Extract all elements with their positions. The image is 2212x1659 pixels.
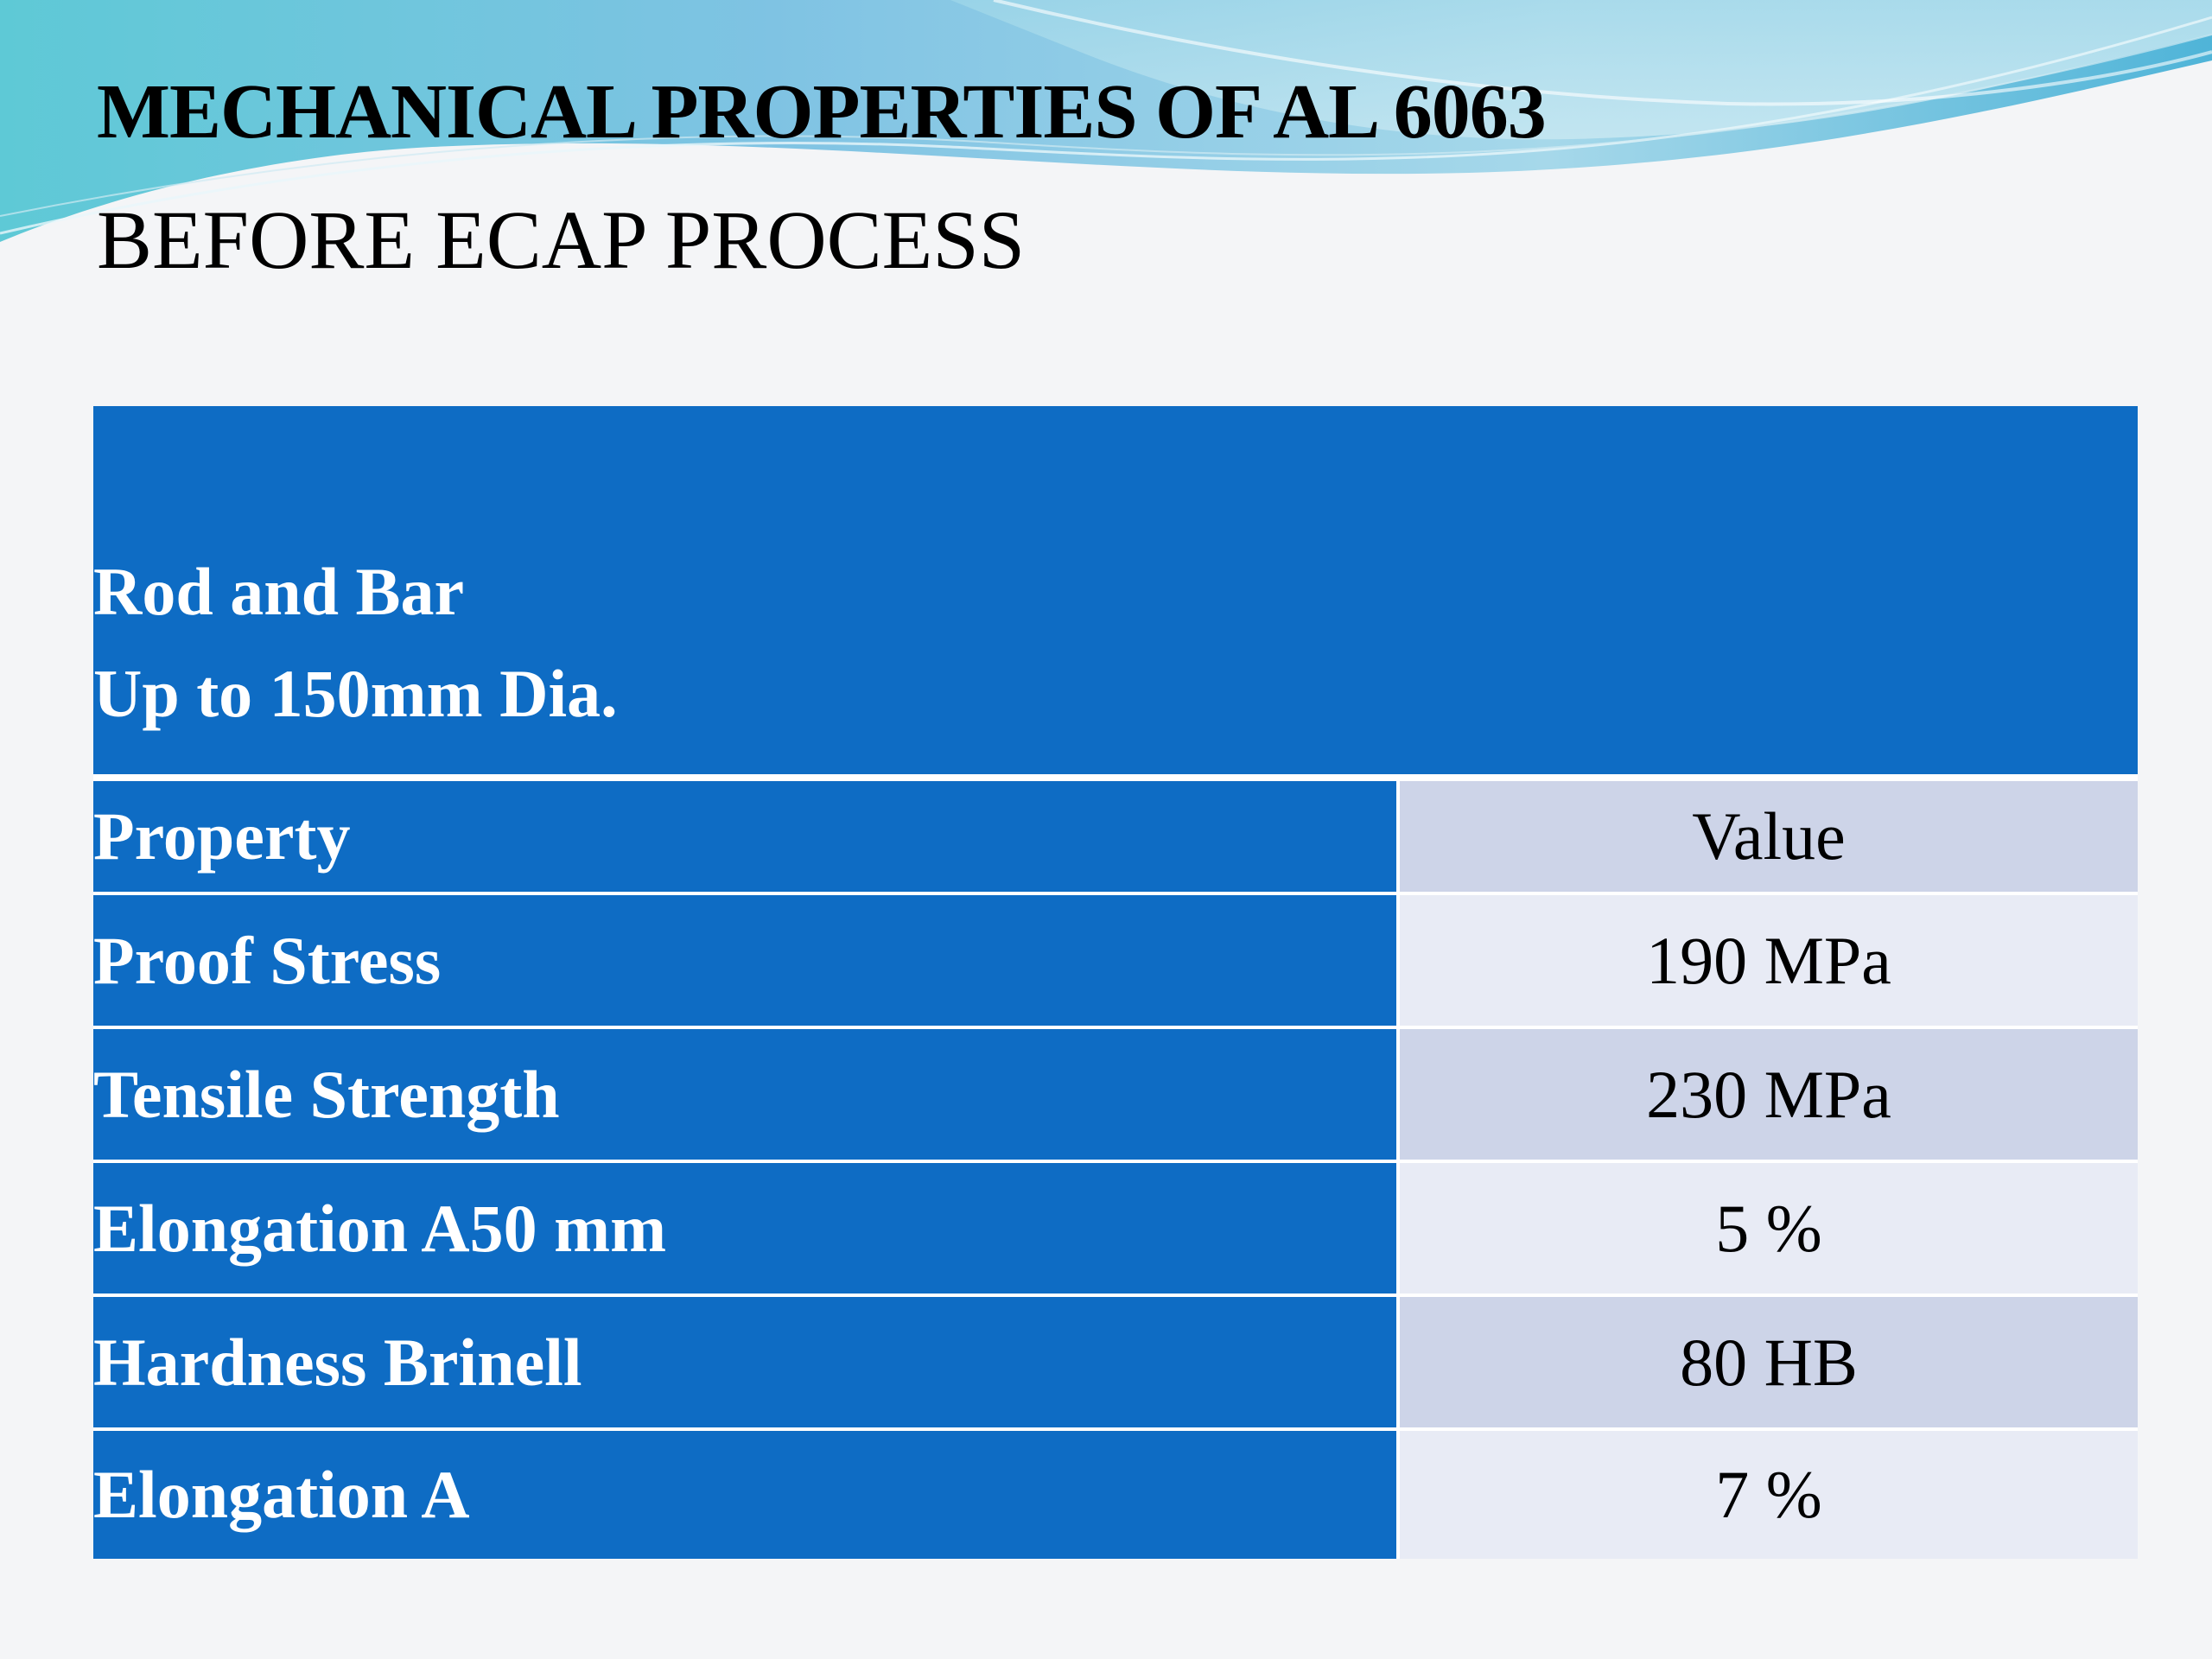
table-row: Hardness Brinell 80 HB <box>93 1297 2138 1431</box>
properties-table: Rod and Bar Up to 150mm Dia. Property Va… <box>93 406 2138 1559</box>
decorative-wave-banner <box>0 0 2212 242</box>
property-cell: Elongation A <box>93 1431 1400 1559</box>
property-cell: Elongation A50 mm <box>93 1163 1400 1294</box>
table-row: Elongation A 7 % <box>93 1431 2138 1559</box>
table-column-header-row: Property Value <box>93 781 2138 895</box>
property-cell: Tensile Strength <box>93 1029 1400 1160</box>
header-line-1: Rod and Bar <box>93 554 465 629</box>
table-header-text: Rod and Bar Up to 150mm Dia. <box>93 541 618 745</box>
column-header-property: Property <box>93 781 1400 892</box>
value-cell: 5 % <box>1400 1163 2138 1294</box>
value-cell: 230 MPa <box>1400 1029 2138 1160</box>
value-cell: 80 HB <box>1400 1297 2138 1427</box>
property-cell: Hardness Brinell <box>93 1297 1400 1427</box>
value-cell: 7 % <box>1400 1431 2138 1559</box>
table-row: Proof Stress 190 MPa <box>93 895 2138 1029</box>
property-cell: Proof Stress <box>93 895 1400 1026</box>
header-line-2: Up to 150mm Dia. <box>93 656 618 731</box>
slide-title: MECHANICAL PROPERTIES OF AL 6063 <box>97 69 1547 155</box>
value-cell: 190 MPa <box>1400 895 2138 1026</box>
slide-subtitle: BEFORE ECAP PROCESS <box>97 194 1026 286</box>
table-row: Elongation A50 mm 5 % <box>93 1163 2138 1297</box>
table-row: Tensile Strength 230 MPa <box>93 1029 2138 1163</box>
table-header-block: Rod and Bar Up to 150mm Dia. <box>93 406 2138 781</box>
column-header-value: Value <box>1400 781 2138 892</box>
